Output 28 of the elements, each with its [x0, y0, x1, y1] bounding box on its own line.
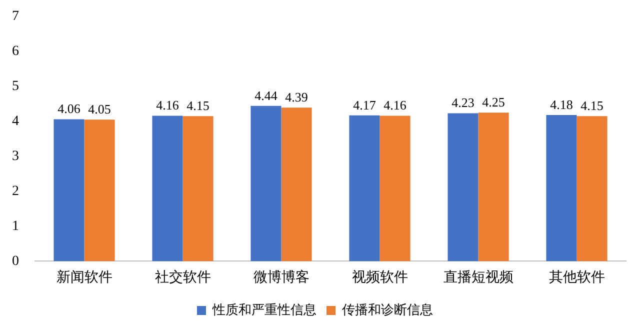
y-tick-label: 4	[12, 114, 19, 129]
data-label: 4.06	[58, 101, 81, 116]
x-tick-label: 社交软件	[154, 269, 211, 286]
x-tick-label: 直播短视频	[443, 269, 514, 286]
x-tick-label: 微博博客	[253, 269, 310, 286]
y-tick-label: 2	[12, 184, 19, 199]
y-tick-label: 7	[12, 9, 19, 24]
y-tick-label: 0	[12, 254, 19, 269]
data-label: 4.25	[482, 94, 505, 110]
y-tick-label: 5	[12, 79, 19, 94]
y-tick-label: 6	[12, 44, 19, 60]
x-tick-label: 新闻软件	[56, 269, 112, 286]
legend-label: 性质和严重性信息	[212, 302, 316, 317]
data-label: 4.16	[156, 98, 180, 113]
data-label: 4.15	[580, 98, 604, 113]
data-label: 4.15	[186, 98, 210, 113]
x-tick-label: 其他软件	[548, 269, 605, 286]
x-tick-label: 视频软件	[352, 269, 408, 286]
data-label: 4.39	[285, 90, 308, 105]
y-tick-label: 3	[12, 148, 19, 164]
data-label: 4.17	[353, 97, 376, 112]
y-tick-label: 1	[12, 218, 19, 234]
data-label: 4.44	[254, 88, 278, 103]
legend-label: 传播和诊断信息	[342, 302, 433, 317]
data-label: 4.18	[550, 96, 573, 112]
data-label: 4.23	[452, 95, 474, 110]
data-label: 4.05	[88, 101, 111, 116]
data-label: 4.16	[384, 98, 407, 113]
